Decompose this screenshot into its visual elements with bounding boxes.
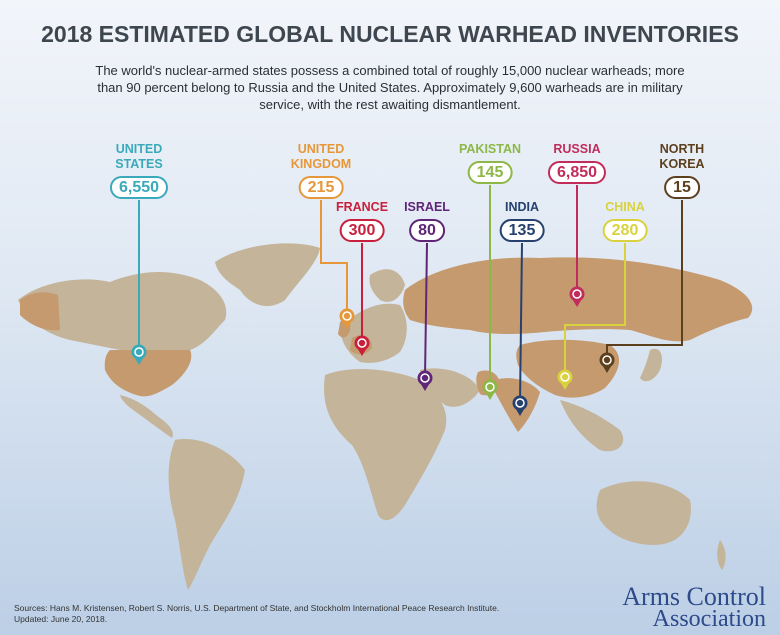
logo-line1: Arms Control	[622, 582, 766, 611]
israel-warhead-count: 80	[409, 219, 445, 242]
france-warhead-count: 300	[339, 219, 385, 242]
united-states-warhead-count: 6,550	[109, 176, 169, 199]
scandinavia	[369, 269, 405, 302]
north-korea-label: NORTH KOREA	[659, 142, 705, 171]
china-leader-line	[564, 243, 626, 377]
south-america	[168, 439, 245, 590]
france-map-pin-icon	[354, 335, 370, 356]
sources-line: Sources: Hans M. Kristensen, Robert S. N…	[14, 603, 500, 613]
southeast-asia	[560, 400, 624, 452]
united-kingdom-warhead-count: 215	[298, 176, 344, 199]
russia-warhead-count: 6,850	[547, 161, 607, 184]
pakistan-map-pin-icon	[482, 379, 498, 400]
china-map-pin-icon	[557, 369, 573, 390]
pakistan-warhead-count: 145	[467, 161, 513, 184]
pakistan-label: PAKISTAN	[458, 142, 522, 156]
united-states-label: UNITED STATES	[115, 142, 163, 171]
africa	[324, 368, 447, 521]
india-map-pin-icon	[512, 395, 528, 416]
usa-territory	[104, 350, 192, 397]
middle-east	[420, 368, 480, 407]
updated-date: Updated: June 20, 2018.	[14, 614, 108, 624]
japan	[640, 348, 662, 382]
china-warhead-count: 280	[602, 219, 648, 242]
north-korea-warhead-count: 15	[664, 176, 700, 199]
israel-leader-line	[424, 242, 428, 379]
india-label: INDIA	[504, 200, 540, 214]
united-kingdom-leader-line	[320, 200, 348, 316]
israel-map-pin-icon	[417, 370, 433, 391]
russia-label: RUSSIA	[553, 142, 601, 156]
france-label: FRANCE	[335, 200, 389, 214]
alaska-territory	[20, 292, 60, 331]
central-america	[120, 395, 173, 438]
sources-text: Sources: Hans M. Kristensen, Robert S. N…	[14, 603, 499, 625]
united-kingdom-label: UNITED KINGDOM	[290, 142, 352, 171]
united-states-map-pin-icon	[131, 344, 147, 365]
india-warhead-count: 135	[499, 219, 545, 242]
russia-map-pin-icon	[569, 286, 585, 307]
israel-label: ISRAEL	[404, 200, 450, 214]
china-label: CHINA	[605, 200, 645, 214]
arms-control-association-logo: Arms Control Association	[622, 582, 766, 632]
canada	[18, 271, 227, 350]
greenland	[215, 243, 320, 307]
united-kingdom-map-pin-icon	[339, 308, 355, 329]
north-korea-map-pin-icon	[599, 352, 615, 373]
logo-line2: Association	[652, 606, 766, 632]
australia	[596, 481, 691, 545]
china-territory	[516, 339, 620, 398]
subtitle: The world's nuclear-armed states possess…	[95, 63, 685, 112]
page-title: 2018 ESTIMATED GLOBAL NUCLEAR WARHEAD IN…	[41, 21, 739, 47]
new-zealand	[717, 540, 726, 570]
india-leader-line	[519, 242, 523, 404]
